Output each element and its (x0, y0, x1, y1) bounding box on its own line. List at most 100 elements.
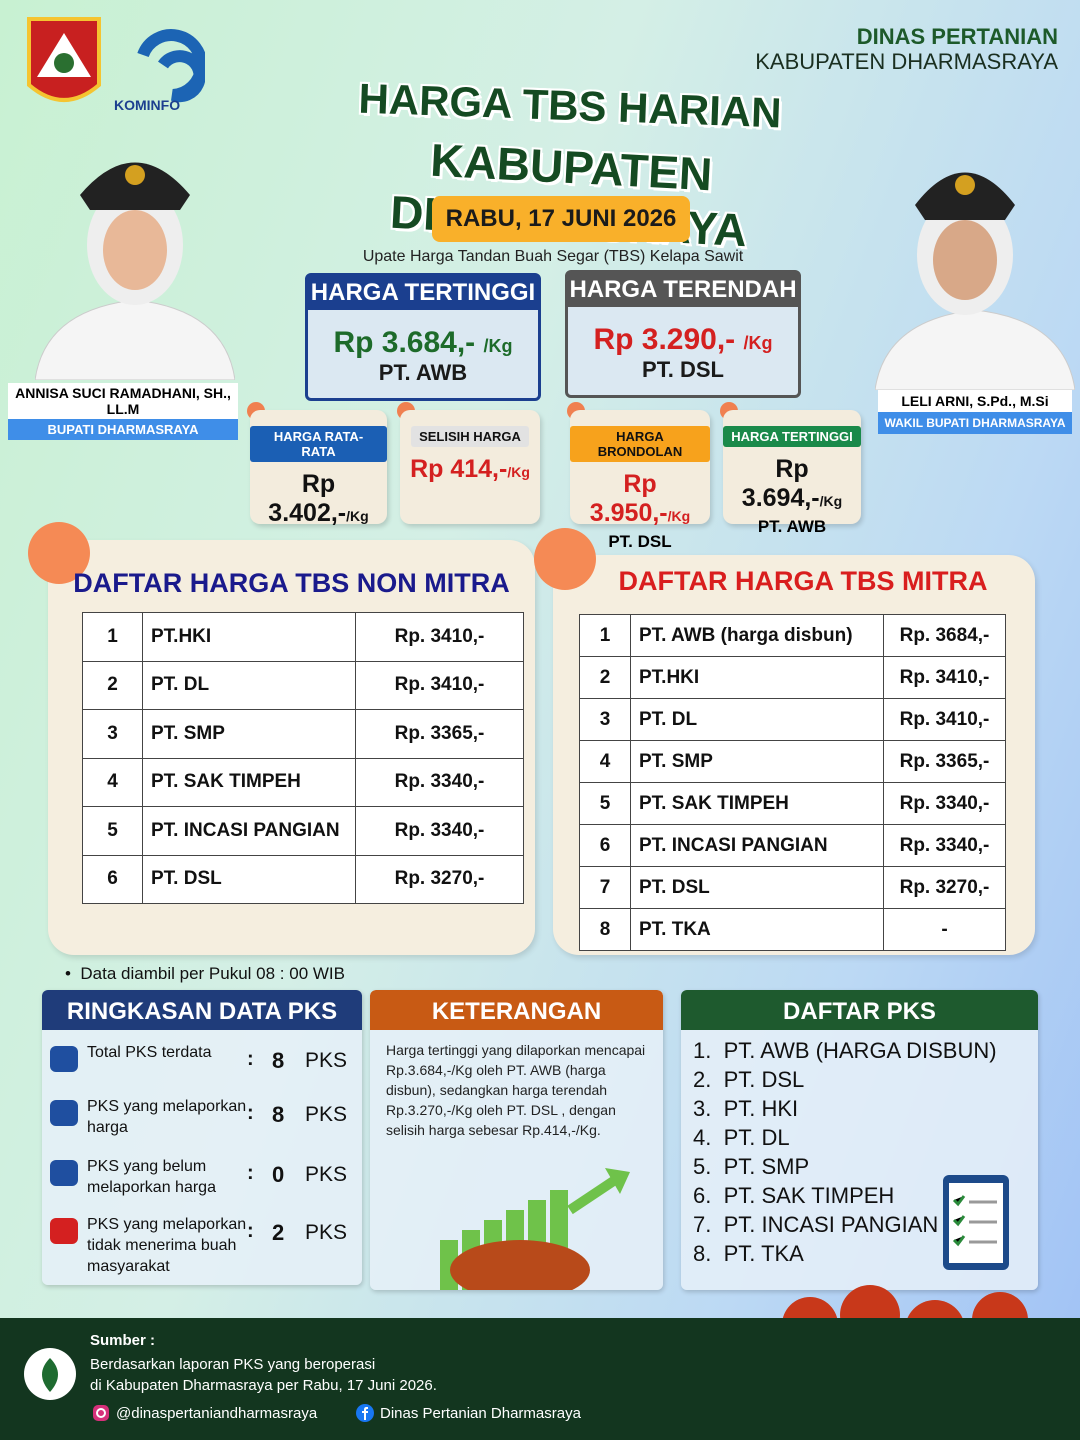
summary-value: 8 (272, 1102, 285, 1127)
table-row: 4 PT. SAK TIMPEH Rp. 3340,- (82, 757, 524, 807)
source-text: Berdasarkan laporan PKS yang beroperasi d… (90, 1354, 437, 1396)
summary-icon (50, 1218, 78, 1244)
subtitle: Upate Harga Tandan Buah Segar (TBS) Kela… (362, 248, 744, 265)
table-row: 2 PT. DL Rp. 3410,- (82, 660, 524, 710)
summary-label: PKS yang melaporkan tidak menerima buah … (87, 1216, 247, 1275)
summary-icon (50, 1100, 78, 1126)
table-cell: 8 (579, 908, 631, 951)
price-card: HARGA RATA-RATA Rp 3.402,-/Kg (250, 410, 387, 527)
agency-line: DINAS PERTANIAN (856, 24, 1058, 49)
table-title: DAFTAR HARGA TBS NON MITRA (73, 568, 510, 598)
table-cell: Rp. 3270,- (355, 854, 524, 904)
source-line: di Kabupaten Dharmasraya per Rabu, 17 Ju… (90, 1377, 437, 1394)
table-row: 2 PT.HKI Rp. 3410,- (579, 656, 1006, 699)
card-price: Rp 3.402,-/Kg (250, 470, 387, 528)
title-line: KABUPATEN DHARMASRAYA (389, 133, 748, 257)
table-cell: 5 (82, 806, 143, 856)
table-row: 3 PT. DL Rp. 3410,- (579, 698, 1006, 741)
highlight-box: HARGA TERTINGGI Rp 3.684,- /Kg PT. AWB (305, 273, 541, 401)
table-cell: PT.HKI (630, 656, 884, 699)
summary-separator: : (247, 1162, 254, 1184)
official-name: LELI ARNI, S.Pd., M.Si (878, 390, 1072, 412)
official: LELI ARNI, S.Pd., M.Si WAKIL BUPATI DHAR… (878, 390, 1072, 434)
table-row: 6 PT. DSL Rp. 3270,- (82, 854, 524, 904)
pks-item: 2. PT. DSL (693, 1067, 805, 1092)
agency: DINAS PERTANIAN KABUPATEN DHARMASRAYA (755, 24, 1058, 74)
table-cell: 1 (579, 614, 631, 657)
table-title: DAFTAR HARGA TBS MITRA (618, 566, 988, 596)
date-pill: RABU, 17 JUNI 2026 (432, 196, 690, 242)
price-card: HARGA TERTINGGI Rp 3.694,-/Kg PT. AWB (723, 410, 861, 536)
official-photo (875, 172, 1075, 390)
official-name: ANNISA SUCI RAMADHANI, SH., LL.M (8, 383, 238, 419)
highlight-price: Rp 3.684,- /Kg (308, 326, 538, 360)
official-role: WAKIL BUPATI DHARMASRAYA (878, 412, 1072, 434)
highlight-label: HARGA TERTINGGI (308, 276, 538, 310)
price: Rp 3.950,- (589, 470, 668, 527)
logos (27, 17, 205, 103)
daftar-pks-box: DAFTAR PKS 1. PT. AWB (HARGA DISBUN) 2. P… (681, 990, 1038, 1290)
table-row: 3 PT. SMP Rp. 3365,- (82, 709, 524, 759)
table-cell: PT. DL (630, 698, 884, 741)
table-cell: 2 (579, 656, 631, 699)
source-label: Sumber : (90, 1332, 156, 1349)
instagram-icon (93, 1405, 109, 1421)
table-row: 5 PT. SAK TIMPEH Rp. 3340,- (579, 782, 1006, 825)
card-price: Rp 3.694,-/Kg (723, 455, 861, 513)
keterangan-box: KETERANGAN Harga tertinggi yang dilapork… (370, 990, 663, 1290)
summary-row: Total PKS terdata:8 PKS (42, 1042, 362, 1098)
card-company: PT. DSL (608, 532, 672, 551)
table-row: 1 PT.HKI Rp. 3410,- (82, 612, 524, 662)
table-cell: 5 (579, 782, 631, 825)
table-cell: 4 (579, 740, 631, 783)
price-card: SELISIH HARGA Rp 414,-/Kg (400, 410, 540, 524)
table-cell: Rp. 3340,- (883, 824, 1006, 867)
table-cell: PT. SAK TIMPEH (630, 782, 884, 825)
summary-unit: PKS (305, 1163, 348, 1186)
summary-unit: PKS (305, 1049, 348, 1072)
footer: Sumber : Berdasarkan laporan PKS yang be… (0, 1318, 1080, 1440)
unit: /Kg (819, 493, 843, 509)
box-title: KETERANGAN (370, 990, 663, 1030)
mitra-table: 1 PT. AWB (harga disbun) Rp. 3684,- 2 PT.HKI… (579, 614, 1006, 951)
price: Rp 414,- (410, 455, 508, 483)
pks-list: 1. PT. AWB (HARGA DISBUN) 2. PT. DSL 3. PT… (681, 1030, 1038, 1274)
table-row: 7 PT. DSL Rp. 3270,- (579, 866, 1006, 909)
summary-separator: : (247, 1048, 254, 1070)
table-cell: PT. INCASI PANGIAN (630, 824, 884, 867)
table-row: 1 PT. AWB (harga disbun) Rp. 3684,- (579, 614, 1006, 657)
summary-label: PKS yang belum melaporkan harga (87, 1158, 216, 1196)
table-cell: PT. SAK TIMPEH (142, 757, 356, 807)
summary-unit: PKS (305, 1221, 348, 1244)
summary-label: Total PKS terdata (87, 1044, 212, 1061)
keterangan-text: Harga tertinggi yang dilaporkan mencapai… (386, 1042, 646, 1138)
pks-item: 1. PT. AWB (HARGA DISBUN) (693, 1038, 997, 1063)
summary-unit: PKS (305, 1103, 348, 1126)
table-cell: Rp. 3270,- (883, 866, 1006, 909)
table-cell: 6 (82, 854, 143, 904)
table-cell: Rp. 3365,- (883, 740, 1006, 783)
table-cell: Rp. 3410,- (355, 612, 524, 662)
table-row: 6 PT. INCASI PANGIAN Rp. 3340,- (579, 824, 1006, 867)
table-cell: 7 (579, 866, 631, 909)
summary-box: RINGKASAN DATA PKS Total PKS terdata:8 PK… (42, 990, 362, 1285)
highlight-label: HARGA TERENDAH (568, 273, 798, 307)
price: Rp 3.684,- (333, 326, 476, 359)
decor-dot (534, 528, 596, 590)
highlight-price: Rp 3.290,- /Kg (568, 323, 798, 357)
instagram-handle: @dinaspertaniandharmasraya (116, 1405, 318, 1422)
unit: /Kg (667, 508, 691, 524)
table-cell: PT.HKI (142, 612, 356, 662)
table-cell: Rp. 3410,- (355, 660, 524, 710)
summary-icon (50, 1160, 78, 1186)
pks-item: 3. PT. HKI (693, 1096, 799, 1121)
pks-item: 7. PT. INCASI PANGIAN (693, 1212, 939, 1237)
price: Rp 3.402,- (268, 470, 347, 527)
clipboard-icon (943, 1175, 1009, 1270)
pks-item: 4. PT. DL (693, 1125, 790, 1150)
table-cell: PT. DSL (630, 866, 884, 909)
summary-value: 2 (272, 1220, 285, 1245)
table-cell: 1 (82, 612, 143, 662)
summary-row: PKS yang melaporkan tidak menerima buah … (42, 1214, 362, 1275)
kominfo-label: KOMINFO (114, 97, 181, 113)
